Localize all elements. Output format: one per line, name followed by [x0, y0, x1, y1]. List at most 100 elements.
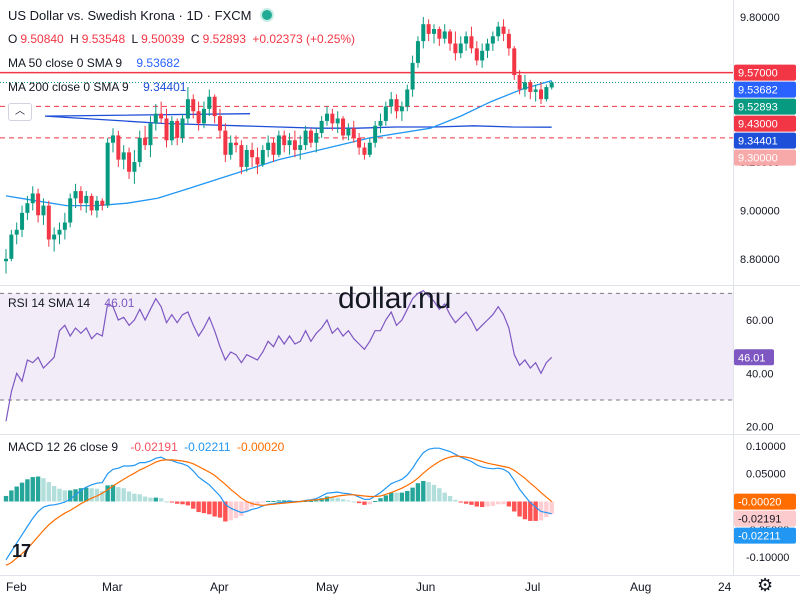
macd-histogram-bar: [35, 476, 41, 502]
price-axis-label-text: 9.57000: [738, 68, 778, 80]
macd-histogram-bar: [458, 501, 463, 503]
gear-icon[interactable]: ⚙: [757, 575, 774, 595]
symbol-legend[interactable]: US Dollar vs. Swedish Krona · 1D · FXCM: [8, 8, 277, 23]
macd-histogram-bar: [426, 482, 431, 502]
macd-histogram-bar: [421, 480, 426, 502]
macd-histogram-bar: [68, 490, 73, 502]
macd-histogram-bar: [474, 501, 479, 507]
candle-down: [512, 48, 517, 75]
candle-up: [533, 89, 538, 92]
candle-up: [373, 125, 378, 143]
macd-histogram-bar: [46, 482, 51, 502]
candle-down: [271, 142, 276, 155]
price-axis-label: [734, 64, 796, 81]
macd-histogram-bar: [180, 501, 185, 505]
macd-histogram-bar: [19, 482, 25, 502]
ohlc-legend: O 9.50840 H 9.53548 L 9.50039 C 9.52893 +0.0…: [8, 32, 358, 46]
candle-down: [191, 99, 196, 112]
candle-up: [458, 43, 463, 54]
candle-up: [383, 106, 388, 121]
candle-up: [62, 222, 67, 230]
macd-histogram-bar: [244, 501, 249, 512]
macd-histogram-bar: [185, 501, 191, 506]
candle-up: [68, 198, 73, 223]
price-axis-label-text: 9.52893: [738, 102, 778, 114]
macd-legend[interactable]: MACD 12 26 close 9 -0.02191 -0.02211 -0.…: [8, 440, 287, 454]
macd-histogram-bar: [126, 491, 132, 502]
candle-up: [84, 195, 89, 204]
candle-down: [501, 26, 506, 34]
rsi-legend[interactable]: RSI 14 SMA 14 46.01: [8, 296, 137, 310]
symbol-title[interactable]: US Dollar vs. Swedish Krona · 1D · FXCM: [8, 8, 252, 23]
candle-down: [223, 130, 228, 155]
low-label: L: [131, 32, 139, 46]
rsi-value: 46.01: [104, 296, 135, 310]
candle-up: [480, 50, 485, 61]
macd-histogram-bar: [164, 501, 169, 503]
candle-up: [464, 36, 469, 44]
macd-histogram-bar: [453, 499, 458, 502]
price-tick-label: 9.80000: [740, 12, 780, 24]
ma200-legend[interactable]: MA 200 close 0 SMA 9 9.34401: [8, 80, 189, 94]
candle-up: [298, 145, 303, 150]
macd-histogram-bar: [265, 500, 271, 502]
candle-up: [201, 108, 206, 124]
candle-up: [57, 229, 62, 235]
candle-up: [207, 96, 212, 109]
ma50-legend[interactable]: MA 50 close 0 SMA 9 9.53682: [8, 56, 183, 70]
macd-histogram-bar: [201, 501, 207, 514]
candle-down: [159, 113, 164, 119]
macd-histogram-bar: [512, 501, 517, 512]
candle-down: [448, 31, 453, 44]
candle-up: [260, 149, 265, 165]
candle-down: [143, 137, 148, 146]
rsi-axis-label: [734, 349, 774, 366]
candle-up: [490, 36, 495, 44]
candle-down: [351, 128, 356, 138]
macd-histogram-bar: [335, 497, 340, 502]
candle-up: [105, 142, 110, 206]
candle-up: [185, 99, 190, 119]
macd-histogram-bar: [506, 501, 512, 507]
macd-histogram-bar: [431, 484, 437, 502]
candle-up: [180, 118, 185, 138]
candle-up: [30, 193, 35, 204]
candle-down: [175, 120, 180, 138]
price-axis-label: [734, 149, 796, 166]
macd-histogram-bar: [367, 501, 372, 505]
macd-histogram-bar: [121, 488, 126, 502]
candle-down: [469, 36, 474, 49]
macd-histogram-bar: [260, 501, 265, 503]
candle-up: [266, 142, 271, 150]
macd-histogram-bar: [517, 501, 522, 517]
macd-histogram-bar: [479, 501, 485, 508]
macd-histogram-bar: [30, 477, 35, 502]
macd-histogram-bar: [212, 501, 217, 517]
macd-histogram-bar: [110, 484, 116, 502]
candle-down: [292, 140, 297, 150]
macd-histogram-bar: [217, 501, 223, 518]
macd-signal-value: -0.00020: [236, 440, 285, 454]
market-status-dot: [260, 8, 275, 22]
candle-up: [52, 234, 57, 240]
macd-histogram-bar: [314, 500, 319, 502]
macd-histogram-bar: [271, 500, 276, 502]
open-value: 9.50840: [20, 32, 64, 46]
macd-histogram-bar: [394, 492, 399, 502]
rsi-tick-label: 40.00: [746, 368, 774, 380]
macd-axis-label-text: -0.02191: [738, 514, 781, 526]
candle-up: [442, 31, 447, 39]
macd-histogram-bar: [389, 492, 394, 502]
candle-down: [218, 116, 222, 131]
legend-collapse-button[interactable]: ︿: [8, 103, 32, 121]
macd-histogram-bar: [533, 501, 538, 521]
candle-up: [415, 41, 420, 63]
tradingview-logo[interactable]: 17: [12, 541, 31, 561]
price-axis-label: [734, 81, 796, 98]
candle-down: [234, 142, 239, 146]
candle-up: [14, 229, 19, 235]
macd-histogram-bar: [346, 500, 351, 502]
macd-signal-line: [5, 455, 553, 566]
low-value: 9.50039: [141, 32, 185, 46]
macd-histogram-bar: [169, 501, 175, 503]
